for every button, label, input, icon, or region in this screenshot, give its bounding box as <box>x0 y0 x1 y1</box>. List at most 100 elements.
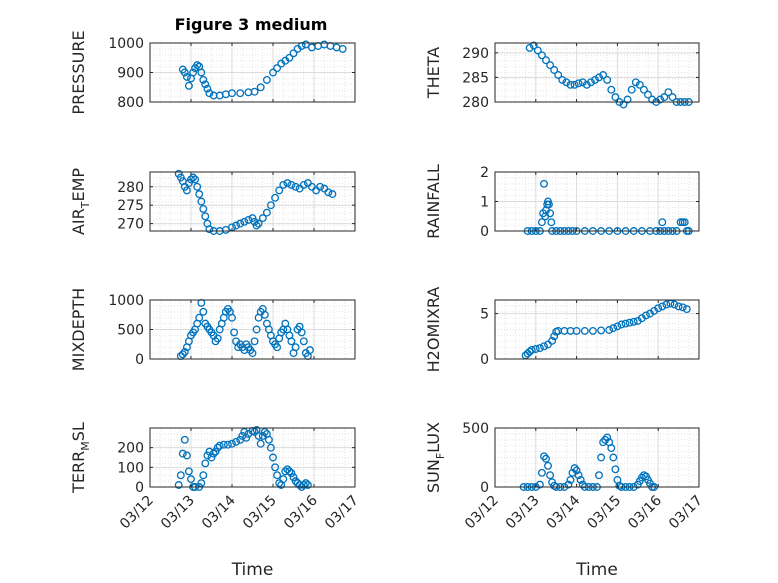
data-point <box>529 41 538 50</box>
data-point <box>187 475 195 484</box>
data-point <box>558 75 567 84</box>
data-point <box>191 175 200 184</box>
data-point <box>607 85 616 94</box>
data-point <box>680 218 689 227</box>
data-point <box>182 72 191 81</box>
data-point <box>537 51 546 60</box>
panel-h2omixra: 0 5 H2OMIXRA <box>424 287 700 372</box>
y-axis-label: THETA <box>424 47 443 99</box>
y-tick-label: 290 <box>462 46 489 62</box>
data-point <box>287 337 296 346</box>
y-tick-label: 1000 <box>108 293 144 309</box>
data-point <box>209 449 218 458</box>
y-axis-label-main: PRESSURE <box>69 30 88 114</box>
data-point <box>574 471 583 480</box>
data-point <box>597 326 606 335</box>
data-point <box>605 326 614 334</box>
y-axis-label-main: MIXDEPTH <box>69 288 88 371</box>
data-point <box>256 83 265 92</box>
data-point <box>201 212 210 221</box>
y-axis-label: RAINFALL <box>424 164 443 239</box>
data-point <box>562 78 571 87</box>
data-point <box>546 61 555 70</box>
data-point <box>299 180 308 189</box>
panel-sun_flux: 0 500 03/12 03/13 03/14 03/15 03/16 03/17 Time SU… <box>424 421 706 580</box>
data-point <box>625 318 634 327</box>
data-point <box>254 431 263 440</box>
data-point <box>187 175 195 184</box>
data-point <box>554 71 563 79</box>
data-point <box>527 345 536 354</box>
data-point <box>228 89 236 98</box>
axes-box <box>149 427 356 488</box>
y-tick-label: 280 <box>117 180 144 196</box>
data-point <box>660 93 669 102</box>
axes-box <box>494 299 700 360</box>
data-point <box>264 435 273 444</box>
data-point <box>283 179 292 188</box>
data-point <box>525 43 534 52</box>
data-point <box>656 95 665 104</box>
data-point <box>582 80 591 89</box>
data-point <box>232 221 241 230</box>
y-tick-label: 100 <box>117 460 144 476</box>
data-point <box>240 217 249 226</box>
data-point <box>607 444 616 453</box>
panel-air_temp: 270 275 280 AIRTEMP <box>69 168 356 235</box>
data-point <box>548 336 557 345</box>
data-point <box>597 453 606 462</box>
data-point <box>199 471 208 480</box>
data-point <box>533 46 542 55</box>
x-tick-label: 03/14 <box>199 492 239 532</box>
data-point <box>619 100 628 109</box>
data-point <box>547 218 556 227</box>
panel-pressure: 800 900 1000 PRESSURE <box>69 30 356 115</box>
data-point <box>648 95 657 104</box>
data-point <box>182 186 191 195</box>
data-point <box>252 221 261 230</box>
y-tick-label: 900 <box>117 66 144 82</box>
x-tick-label: 03/14 <box>544 492 584 532</box>
data-point <box>178 449 187 458</box>
y-tick-label: 500 <box>462 421 489 437</box>
y-axis-label-main: AIR <box>69 208 88 235</box>
data-point <box>580 326 589 335</box>
data-point <box>566 475 575 484</box>
data-point <box>303 481 312 489</box>
y-axis-label-sub: M <box>79 441 92 451</box>
y-axis-label-tail: EMP <box>69 168 88 202</box>
data-point <box>184 467 193 476</box>
data-point <box>621 319 630 328</box>
data-point <box>201 80 210 89</box>
y-tick-label: 280 <box>462 95 489 111</box>
axes-box <box>494 42 700 103</box>
y-axis-label-main: RAINFALL <box>424 164 443 239</box>
data-point <box>176 471 185 480</box>
x-tick-label: 03/13 <box>158 493 198 533</box>
data-point <box>250 337 259 346</box>
data-point <box>572 466 581 475</box>
x-tick-label: 03/12 <box>462 493 502 533</box>
data-point <box>591 75 599 84</box>
data-point <box>273 343 282 352</box>
data-point <box>609 324 618 333</box>
data-point <box>601 435 610 444</box>
data-point <box>603 433 612 442</box>
data-point <box>550 66 559 74</box>
data-point <box>544 200 553 209</box>
data-point <box>550 332 559 341</box>
data-point <box>627 85 636 94</box>
data-point <box>664 88 673 97</box>
data-point <box>654 304 663 313</box>
data-point <box>271 193 280 202</box>
y-tick-label: 5 <box>480 307 489 323</box>
data-point <box>531 345 540 353</box>
data-point <box>262 75 271 84</box>
data-point <box>193 182 202 191</box>
data-point <box>611 465 620 474</box>
y-axis-label: MIXDEPTH <box>69 288 88 371</box>
data-point <box>275 186 284 195</box>
y-tick-label: 500 <box>117 323 144 339</box>
y-axis-label: PRESSURE <box>69 30 88 114</box>
y-tick-label: 285 <box>462 70 489 86</box>
